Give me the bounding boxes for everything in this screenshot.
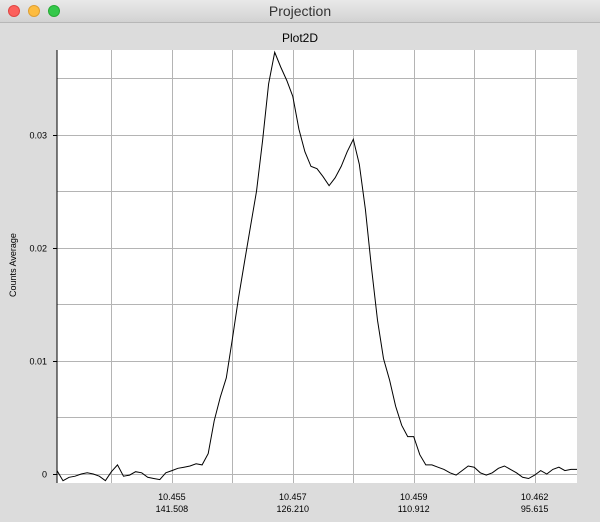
x-tick-sublabel: 110.912 xyxy=(398,504,430,514)
minimize-window-button[interactable] xyxy=(28,5,40,17)
grid-lines xyxy=(57,50,577,483)
x-tick-sublabel: 126.210 xyxy=(277,504,310,514)
maximize-window-button[interactable] xyxy=(48,5,60,17)
plot-title: Plot2D xyxy=(281,31,319,45)
y-tick-label: 0.01 xyxy=(29,357,47,367)
x-tick-label: 10.462 xyxy=(521,492,549,502)
close-window-button[interactable] xyxy=(8,5,20,17)
x-tick-label: 10.457 xyxy=(279,492,307,502)
y-tick-label: 0 xyxy=(42,470,47,480)
y-tick-label: 0.03 xyxy=(29,131,47,141)
x-tick-sublabel: 141.508 xyxy=(156,504,189,514)
y-tick-label: 0.02 xyxy=(29,244,47,254)
window-title: Projection xyxy=(268,3,332,19)
x-tick-label: 10.459 xyxy=(400,492,428,502)
x-ticks: 10.455 141.508 10.457 126.210 10.459 110.912 1… xyxy=(156,492,549,514)
x-tick-label: 10.455 xyxy=(158,492,186,502)
x-tick-sublabel: 95.615 xyxy=(521,504,549,514)
y-ticks: 0 0.01 0.02 0.03 xyxy=(29,131,57,480)
plot-background xyxy=(57,50,577,483)
window-titlebar[interactable]: Projection xyxy=(0,0,600,23)
data-series-line xyxy=(56,50,577,482)
